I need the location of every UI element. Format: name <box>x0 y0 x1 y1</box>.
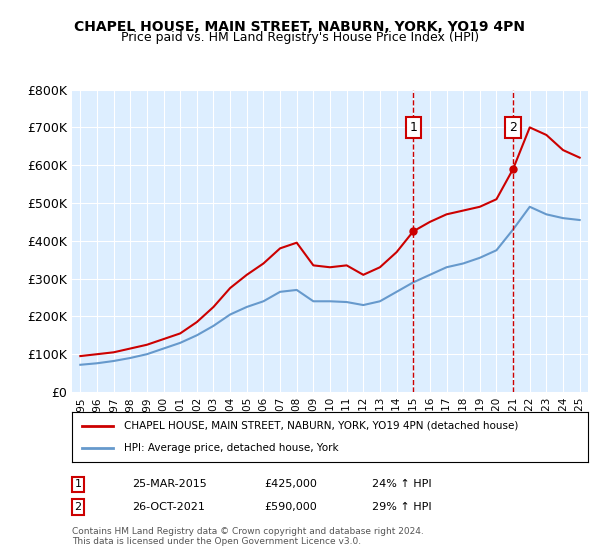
Text: £425,000: £425,000 <box>264 479 317 489</box>
Text: Contains HM Land Registry data © Crown copyright and database right 2024.
This d: Contains HM Land Registry data © Crown c… <box>72 526 424 546</box>
Text: 29% ↑ HPI: 29% ↑ HPI <box>372 502 431 512</box>
Text: 24% ↑ HPI: 24% ↑ HPI <box>372 479 431 489</box>
Text: Price paid vs. HM Land Registry's House Price Index (HPI): Price paid vs. HM Land Registry's House … <box>121 31 479 44</box>
Text: 1: 1 <box>74 479 82 489</box>
Text: 1: 1 <box>409 121 417 134</box>
Text: 25-MAR-2015: 25-MAR-2015 <box>132 479 207 489</box>
Text: 2: 2 <box>74 502 82 512</box>
Text: CHAPEL HOUSE, MAIN STREET, NABURN, YORK, YO19 4PN: CHAPEL HOUSE, MAIN STREET, NABURN, YORK,… <box>74 20 526 34</box>
Text: £590,000: £590,000 <box>264 502 317 512</box>
Text: CHAPEL HOUSE, MAIN STREET, NABURN, YORK, YO19 4PN (detached house): CHAPEL HOUSE, MAIN STREET, NABURN, YORK,… <box>124 421 518 431</box>
Text: 26-OCT-2021: 26-OCT-2021 <box>132 502 205 512</box>
Text: HPI: Average price, detached house, York: HPI: Average price, detached house, York <box>124 443 338 453</box>
Text: 2: 2 <box>509 121 517 134</box>
